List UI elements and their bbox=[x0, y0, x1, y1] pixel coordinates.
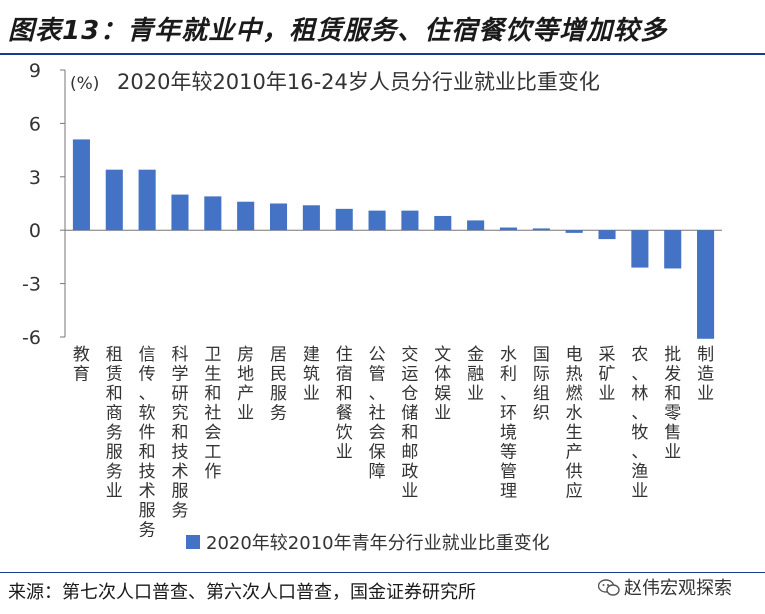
bar bbox=[565, 230, 583, 233]
bar bbox=[697, 230, 715, 339]
bar bbox=[664, 230, 682, 269]
bar bbox=[368, 210, 386, 231]
bar bbox=[532, 228, 550, 231]
figure-heading: 图表13：青年就业中，租赁服务、住宿餐饮等增加较多 bbox=[0, 0, 765, 52]
brand-name: 赵伟宏观探索 bbox=[624, 578, 732, 599]
x-tick-label: 卫生和社会工作 bbox=[204, 345, 221, 482]
legend-swatch bbox=[186, 535, 200, 549]
x-tick-label: 租赁和商务服务业 bbox=[106, 345, 123, 502]
top-rule bbox=[0, 53, 765, 55]
x-tick-label: 采矿业 bbox=[599, 345, 616, 404]
x-tick-label: 制造业 bbox=[697, 345, 714, 404]
source-note: 来源：第七次人口普查、第六次人口普查，国金证券研究所 bbox=[8, 582, 476, 603]
y-tick-label: -3 bbox=[22, 274, 41, 296]
y-tick-label: 0 bbox=[29, 220, 41, 242]
x-tick-label: 电热燃水生产供应 bbox=[566, 345, 583, 502]
y-tick-label: 9 bbox=[29, 60, 41, 82]
x-tick-label: 国际组织 bbox=[533, 345, 550, 424]
x-tick-label: 教育 bbox=[73, 345, 90, 385]
x-tick-label: 信传、软件和技术服务 bbox=[139, 345, 156, 541]
y-tick-label: 6 bbox=[29, 113, 41, 135]
bar bbox=[302, 205, 320, 231]
x-tick-label: 金融业 bbox=[467, 345, 484, 404]
bar bbox=[499, 227, 518, 231]
bar-chart: 9 6 3 0 -3 -6 教育租赁和商务服务业信传、软件和技术服务科学研究和技术服务卫生… bbox=[22, 60, 722, 554]
bar bbox=[434, 215, 452, 231]
x-tick-label: 居民服务 bbox=[270, 345, 287, 424]
bottom-rule bbox=[0, 572, 765, 573]
bars bbox=[72, 139, 715, 339]
bar bbox=[401, 210, 419, 231]
x-tick-label: 房地产业 bbox=[237, 345, 254, 424]
bar bbox=[467, 220, 485, 231]
brand-mark: 赵伟宏观探索 bbox=[598, 574, 732, 600]
x-tick-label: 批发和零售业 bbox=[664, 345, 681, 463]
bar bbox=[204, 196, 222, 231]
figure-title: 图表13：青年就业中，租赁服务、住宿餐饮等增加较多 bbox=[8, 16, 668, 46]
y-axis: 9 6 3 0 -3 -6 bbox=[22, 60, 722, 349]
x-axis-labels: 教育租赁和商务服务业信传、软件和技术服务科学研究和技术服务卫生和社会工作房地产业… bbox=[73, 345, 714, 541]
x-tick-label: 水利、环境等管理 bbox=[500, 345, 517, 502]
x-tick-label: 交运仓储和邮政业 bbox=[401, 345, 418, 502]
legend-label: 2020年较2010年青年分行业就业比重变化 bbox=[206, 533, 550, 554]
legend: 2020年较2010年青年分行业就业比重变化 bbox=[186, 533, 550, 554]
bar bbox=[72, 139, 90, 231]
x-tick-label: 建筑业 bbox=[303, 345, 320, 404]
bar bbox=[269, 203, 288, 231]
chart-title: 2020年较2010年16-24岁人员分行业就业比重变化 bbox=[117, 70, 600, 94]
y-tick-label: -6 bbox=[22, 327, 41, 349]
x-tick-label: 文体娱业 bbox=[434, 345, 451, 424]
bar bbox=[105, 169, 123, 231]
bar bbox=[335, 208, 353, 231]
bar bbox=[138, 169, 156, 231]
x-tick-label: 公管、社会保障 bbox=[369, 345, 386, 482]
x-tick-label: 科学研究和技术服务 bbox=[171, 345, 188, 521]
y-axis-unit: (%) bbox=[70, 74, 99, 94]
y-tick-label: 3 bbox=[29, 167, 41, 189]
bar bbox=[631, 230, 649, 268]
x-tick-label: 住宿和餐饮业 bbox=[336, 345, 353, 463]
bar bbox=[237, 201, 255, 231]
bar bbox=[598, 230, 616, 240]
x-tick-label: 农、林、牧、渔业 bbox=[631, 345, 648, 502]
wechat-icon bbox=[598, 579, 620, 596]
bar bbox=[171, 194, 189, 231]
